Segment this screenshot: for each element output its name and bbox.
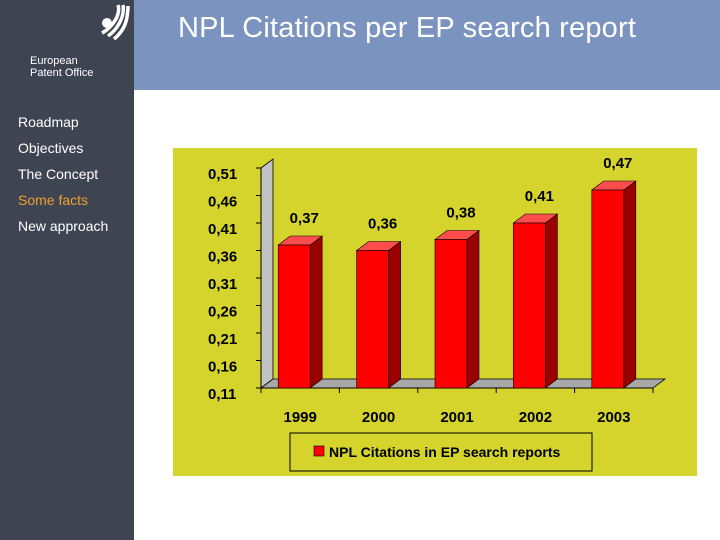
bar xyxy=(513,222,546,389)
data-label: 0,47 xyxy=(603,155,632,172)
data-label: 0,37 xyxy=(290,210,319,227)
x-tick-label: 2000 xyxy=(362,409,395,426)
sidebar-item-the-concept[interactable]: The Concept xyxy=(18,166,99,182)
bar xyxy=(356,250,389,389)
data-label: 0,36 xyxy=(368,216,397,233)
bar xyxy=(434,239,468,389)
legend-label: NPL Citations in EP search reports xyxy=(329,444,561,460)
bar-side xyxy=(466,229,480,389)
y-tick-label: 0,16 xyxy=(208,359,237,376)
y-tick-label: 0,36 xyxy=(208,249,237,266)
bar-side xyxy=(623,180,637,389)
chart-container: 0,11 0,16 0,21 0,26 0,31 0,36 0,41 0,46 0,51 0,37… xyxy=(173,148,697,476)
y-tick-label: 0,46 xyxy=(208,194,237,211)
y-tick-label: 0,11 xyxy=(208,386,236,403)
y-tick-label: 0,51 xyxy=(208,166,237,183)
sidebar-item-new-approach[interactable]: New approach xyxy=(18,218,109,234)
organization-name: European Patent Office xyxy=(30,55,93,79)
sidebar-item-roadmap[interactable]: Roadmap xyxy=(18,114,79,130)
y-axis-wall xyxy=(260,158,274,389)
page-title: NPL Citations per EP search report xyxy=(178,12,637,44)
bar-side xyxy=(309,235,323,389)
y-tick-label: 0,41 xyxy=(208,221,237,238)
data-label: 0,38 xyxy=(446,205,475,222)
epo-logo-icon xyxy=(96,3,132,43)
organization-name-line1: European xyxy=(30,55,78,67)
sidebar-nav: Roadmap Objectives The Concept Some fact… xyxy=(18,114,108,244)
y-tick-label: 0,26 xyxy=(208,304,237,321)
header-bar: NPL Citations per EP search report xyxy=(134,0,720,90)
x-tick-label: 2002 xyxy=(519,409,552,426)
legend-box xyxy=(289,432,593,472)
y-tick-label: 0,21 xyxy=(208,331,237,348)
organization-name-line2: Patent Office xyxy=(30,67,94,79)
sidebar: European Patent Office Roadmap Objective… xyxy=(0,0,134,540)
bar-side xyxy=(545,213,558,389)
bar-side xyxy=(388,240,401,389)
bar-chart: 0,11 0,16 0,21 0,26 0,31 0,36 0,41 0,46 0,51 0,37… xyxy=(173,148,697,476)
legend-swatch xyxy=(313,445,325,457)
x-tick-label: 2001 xyxy=(440,409,473,426)
bar xyxy=(591,189,625,389)
bar xyxy=(277,244,311,389)
data-label: 0,41 xyxy=(525,188,554,205)
x-tick-label: 2003 xyxy=(597,409,630,426)
y-tick-label: 0,31 xyxy=(208,276,237,293)
sidebar-item-objectives[interactable]: Objectives xyxy=(18,140,84,156)
x-tick-label: 1999 xyxy=(284,409,317,426)
sidebar-item-some-facts[interactable]: Some facts xyxy=(18,192,89,208)
